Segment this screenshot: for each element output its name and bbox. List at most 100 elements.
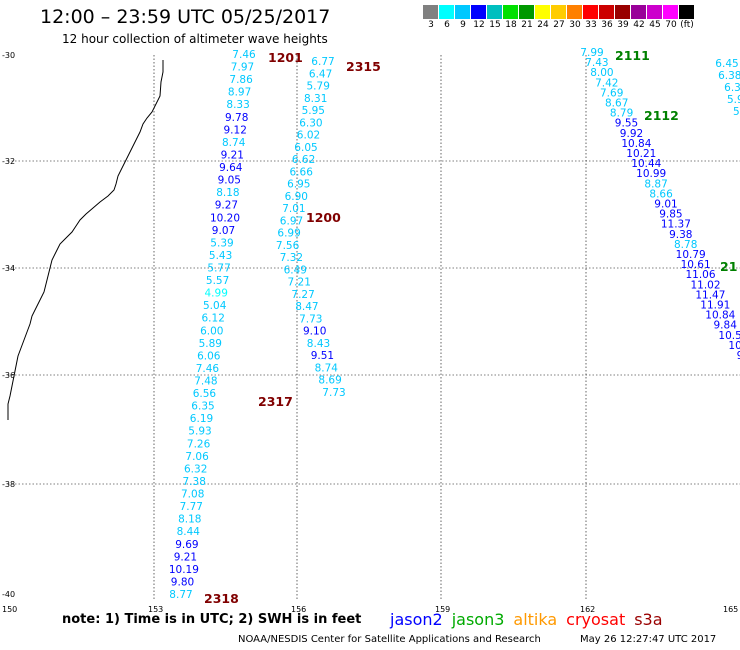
swh-point: 6.99	[277, 228, 300, 240]
legend-swatch	[439, 5, 455, 19]
swh-point: 9.01	[654, 199, 677, 211]
swh-point: 9.07	[212, 225, 235, 237]
legend-swatch	[551, 5, 567, 19]
legend-swatch	[583, 5, 599, 19]
legend-label: 9	[460, 20, 466, 30]
swh-point: 8.44	[177, 526, 201, 538]
legend-label: 45	[649, 20, 661, 30]
legend-swatch	[535, 5, 551, 19]
swh-point: 5.93	[188, 426, 211, 438]
color-legend: 3 6 9 12 15 18 21 24 27 30 33 36 39 42 45 70 (ft)	[423, 5, 695, 31]
swh-point: 6.62	[292, 154, 315, 166]
track-time-labels: 1201 2315 2111 2112 1200 2317 2318 21	[204, 48, 737, 606]
swh-point: 11.47	[695, 289, 725, 301]
legend-swatch	[647, 5, 663, 19]
legend-label: 27	[553, 20, 565, 30]
swh-point: 8.31	[304, 93, 327, 105]
swh-point: 7.69	[600, 87, 623, 99]
swh-point: 11.37	[661, 219, 691, 231]
swh-point: 9.92	[620, 128, 643, 140]
lat-tick-label: -38	[2, 480, 15, 489]
swh-point: 6.32	[184, 463, 207, 475]
swh-point: 9.38	[669, 229, 692, 241]
legend-label: 24	[537, 20, 549, 30]
swh-point: 6.06	[197, 350, 221, 362]
satellite-name: altika	[513, 610, 558, 629]
credit-line: NOAA/NESDIS Center for Satellite Applica…	[238, 634, 541, 645]
lat-tick-label: -34	[2, 264, 15, 273]
swh-point: 6.00	[200, 325, 223, 337]
lon-tick-label: 150	[2, 605, 17, 614]
swh-point: 7.46	[196, 363, 220, 375]
swh-point: 10.84	[621, 138, 651, 150]
lat-tick-label: -32	[2, 157, 15, 166]
swh-point: 6.3	[724, 82, 740, 94]
swh-point: 10.21	[626, 148, 656, 160]
lon-tick-label: 165	[723, 605, 738, 614]
swh-point: 8.18	[216, 187, 239, 199]
swh-point: 5.79	[307, 81, 330, 93]
track-time-label: 2112	[644, 108, 679, 123]
swh-point: 9.55	[615, 118, 638, 130]
lon-tick-label: 159	[435, 605, 450, 614]
swh-point: 7.27	[291, 289, 314, 301]
legend-label: 12	[473, 20, 485, 30]
swh-point: 10.84	[705, 310, 735, 322]
lat-tick-label: -36	[2, 371, 15, 380]
swh-point: 7.97	[231, 62, 254, 74]
swh-point: 7.46	[232, 49, 256, 61]
swh-point: 6.45	[715, 58, 738, 70]
swh-point: 5.9	[727, 94, 740, 106]
swh-point: 10.5	[718, 330, 740, 342]
legend-swatch	[487, 5, 503, 19]
swh-point: 8.69	[318, 375, 341, 387]
swh-point: 8.74	[222, 137, 246, 149]
swh-point: 11.06	[685, 269, 715, 281]
swh-point: 5.39	[210, 237, 233, 249]
legend-swatch	[567, 5, 583, 19]
swh-point: 8.33	[226, 99, 249, 111]
legend-label: 15	[489, 20, 501, 30]
legend-label: (ft)	[680, 20, 694, 30]
swh-point: 7.21	[288, 277, 311, 289]
legend-label: 21	[521, 20, 533, 30]
swh-point: 9.51	[311, 350, 334, 362]
swh-point: 8.77	[169, 589, 192, 601]
map-subtitle: 12 hour collection of altimeter wave hei…	[62, 32, 328, 46]
swh-point: 7.56	[276, 240, 300, 252]
track-time-label: 21	[720, 259, 737, 274]
swh-point: 9.85	[659, 209, 682, 221]
legend-label: 18	[505, 20, 517, 30]
swh-point: 7.48	[194, 376, 217, 388]
swh-point: 5.77	[207, 263, 230, 275]
swh-point: 9.84	[714, 320, 738, 332]
track-time-label: 1200	[306, 210, 341, 225]
swh-point: 9.21	[174, 551, 197, 563]
swh-point: 11.02	[690, 279, 720, 291]
lon-tick-label: 156	[291, 605, 306, 614]
swh-point: 10.44	[631, 158, 661, 170]
satellite-name: s3a	[634, 610, 663, 629]
satellite-name: jason2	[390, 610, 443, 629]
track-time-label: 2317	[258, 394, 293, 409]
swh-point: 10.99	[636, 168, 666, 180]
swh-point: 10.20	[210, 212, 240, 224]
legend-swatch	[631, 5, 647, 19]
swh-point: 6.35	[191, 401, 214, 413]
swh-point: 9.21	[221, 150, 244, 162]
swh-point: 8.79	[610, 108, 633, 120]
swh-point: 7.32	[280, 252, 303, 264]
swh-point: 5.04	[203, 300, 227, 312]
track-time-label: 1201	[268, 50, 303, 65]
legend-swatch	[455, 5, 471, 19]
swh-point: 7.43	[585, 57, 608, 69]
swh-point: 9.27	[215, 200, 238, 212]
legend-labels: 3 6 9 12 15 18 21 24 27 30 33 36 39 42 45 70 (ft)	[423, 19, 695, 31]
legend-swatches	[423, 5, 695, 19]
swh-point: 7.06	[185, 451, 209, 463]
legend-label: 3	[428, 20, 434, 30]
swh-point: 4.99	[205, 288, 228, 300]
swh-point: 8.78	[674, 239, 697, 251]
swh-point: 8.00	[590, 67, 613, 79]
